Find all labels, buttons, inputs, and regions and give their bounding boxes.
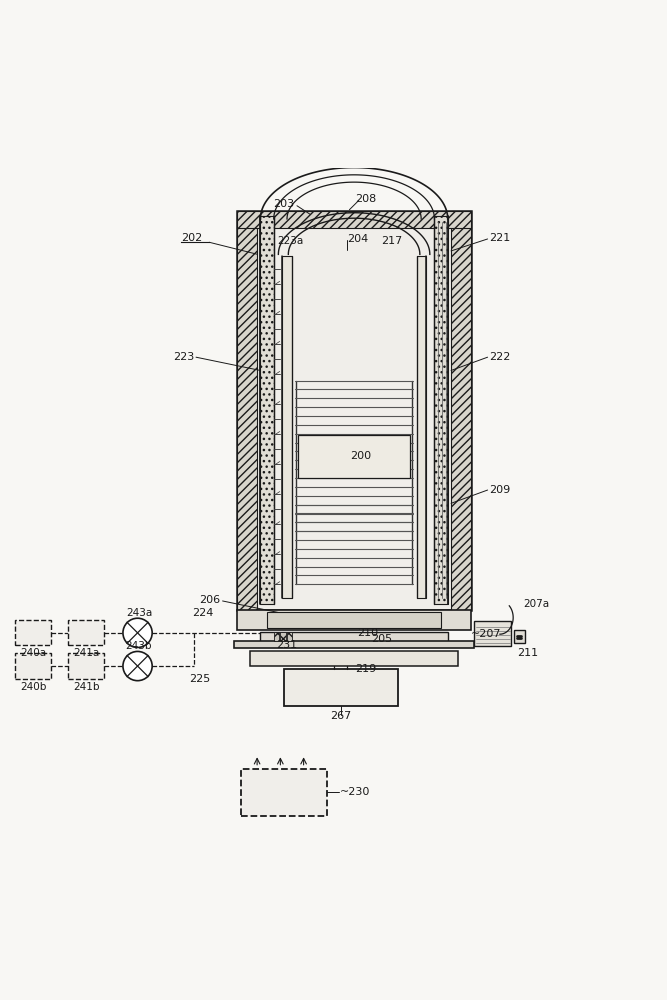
Bar <box>280 632 285 641</box>
Bar <box>241 769 327 816</box>
Text: 207a: 207a <box>523 599 549 609</box>
Bar <box>298 435 410 478</box>
Bar <box>237 211 471 610</box>
Text: 241a: 241a <box>73 648 99 658</box>
Text: 223: 223 <box>173 352 194 362</box>
Text: 209: 209 <box>490 485 511 495</box>
Text: 225: 225 <box>189 674 210 684</box>
Bar <box>514 630 526 643</box>
Text: 200: 200 <box>350 451 372 461</box>
Text: 224: 224 <box>193 608 214 618</box>
Text: 208: 208 <box>355 194 376 204</box>
Text: 203: 203 <box>273 199 294 209</box>
Bar <box>15 620 51 645</box>
Bar <box>287 632 292 641</box>
Text: 231: 231 <box>276 640 297 650</box>
Circle shape <box>123 618 152 647</box>
Bar <box>260 216 273 604</box>
Bar <box>234 641 474 648</box>
Bar <box>283 669 398 706</box>
Text: 210: 210 <box>357 628 378 638</box>
Text: 240a: 240a <box>20 648 46 658</box>
Text: 241b: 241b <box>73 682 99 692</box>
Text: 211: 211 <box>518 648 539 658</box>
Text: ~207: ~207 <box>471 629 502 639</box>
Circle shape <box>123 651 152 681</box>
Text: ~230: ~230 <box>340 787 370 797</box>
Bar <box>267 612 441 628</box>
Bar <box>15 653 51 679</box>
Text: 243a: 243a <box>126 608 152 618</box>
Bar <box>474 621 511 646</box>
Text: 243b: 243b <box>125 641 152 651</box>
Bar <box>281 256 291 598</box>
Bar <box>251 651 458 666</box>
Text: 219: 219 <box>355 664 376 674</box>
Text: 204: 204 <box>348 234 369 244</box>
Bar <box>451 211 471 610</box>
Text: 221: 221 <box>490 233 511 243</box>
Text: 222: 222 <box>490 352 511 362</box>
Text: 223a: 223a <box>277 236 304 246</box>
Bar <box>273 632 279 641</box>
Bar <box>416 256 426 598</box>
Text: 206: 206 <box>199 595 221 605</box>
Bar <box>237 211 471 228</box>
Bar <box>237 610 471 630</box>
Bar <box>68 653 104 679</box>
Text: 217: 217 <box>381 236 402 246</box>
Bar <box>260 632 448 644</box>
Bar <box>434 216 448 604</box>
Text: 240b: 240b <box>20 682 46 692</box>
Text: 205: 205 <box>372 634 393 644</box>
Text: 267: 267 <box>330 711 352 721</box>
Bar <box>68 620 104 645</box>
Text: 202: 202 <box>181 233 202 243</box>
Bar <box>237 211 257 610</box>
